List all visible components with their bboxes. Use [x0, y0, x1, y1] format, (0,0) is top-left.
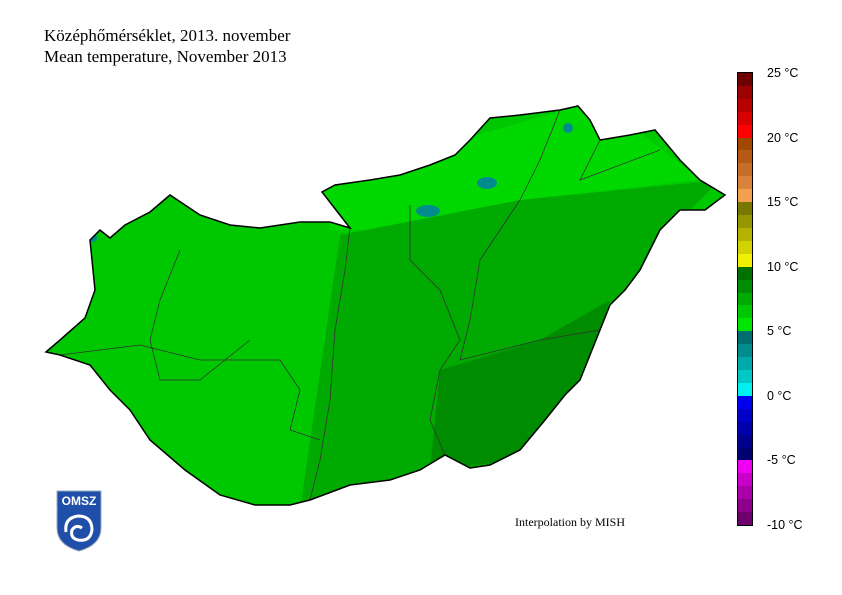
colorbar-bin	[738, 189, 752, 203]
colorbar-bin	[738, 253, 752, 268]
colorbar-bin	[738, 486, 752, 500]
colorbar-bin	[738, 73, 752, 87]
colorbar-tick-label: -5 °C	[767, 453, 796, 468]
colorbar-bin	[738, 98, 752, 113]
colorbar-tick-label: 10 °C	[767, 259, 799, 274]
colorbar-bin	[738, 344, 752, 358]
mountain-cold-spot	[416, 205, 440, 217]
logo-text: OMSZ	[62, 494, 97, 508]
omsz-logo: OMSZ	[56, 490, 102, 552]
colorbar-tick-label: -10 °C	[767, 518, 803, 532]
colorbar-bin	[738, 395, 752, 410]
colorbar-tick-label: 25 °C	[767, 66, 799, 80]
colorbar-bin	[738, 137, 752, 151]
colorbar-bin	[738, 357, 752, 371]
colorbar-bin	[738, 279, 752, 294]
colorbar-bin	[738, 227, 752, 242]
colorbar-bin	[738, 499, 752, 513]
map-fill-east	[300, 180, 720, 505]
title-english: Mean temperature, November 2013	[44, 47, 287, 66]
colorbar-bin	[738, 240, 752, 255]
colorbar-bin	[738, 370, 752, 384]
title-hungarian: Középhőmérséklet, 2013. november	[44, 26, 291, 45]
colorbar-bin	[738, 318, 752, 332]
colorbar-bin	[738, 150, 752, 164]
colorbar-bin	[738, 85, 752, 100]
colorbar-bin	[738, 215, 752, 229]
colorbar-bin	[738, 473, 752, 487]
colorbar-bin	[738, 176, 752, 190]
colorbar-bin	[738, 382, 752, 397]
colorbar-tick-label: 15 °C	[767, 195, 799, 210]
colorbar-bin	[738, 434, 752, 448]
colorbar-bin	[738, 163, 752, 177]
colorbar-bin	[738, 460, 752, 474]
colorbar-bin	[738, 124, 752, 139]
colorbar-bin	[738, 111, 752, 126]
colorbar-bin	[738, 292, 752, 306]
interpolation-credit: Interpolation by MISH	[515, 515, 625, 529]
mountain-cold-spot	[477, 177, 497, 189]
colorbar-bin	[738, 408, 752, 423]
colorbar-bin	[738, 266, 752, 281]
colorbar-tick-label: 20 °C	[767, 130, 799, 145]
map-fill-southeast	[430, 300, 610, 470]
colorbar-bin	[738, 202, 752, 216]
colorbar-bin	[738, 421, 752, 436]
county-borders	[59, 109, 661, 501]
swirl-icon	[64, 514, 94, 542]
colorbar-tick-label: 0 °C	[767, 388, 792, 403]
colorbar-bin	[738, 331, 752, 345]
mountain-cold-spot	[563, 123, 573, 133]
colorbar-tick-label: 5 °C	[767, 324, 792, 339]
colorbar-bin	[738, 512, 752, 526]
colorbar-bin	[738, 305, 752, 319]
colorbar-bin	[738, 447, 752, 461]
temperature-colorbar	[737, 72, 753, 526]
